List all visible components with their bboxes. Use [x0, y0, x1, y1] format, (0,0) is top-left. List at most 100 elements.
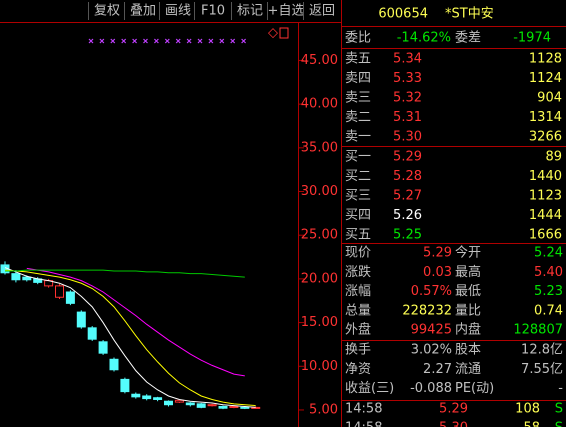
order-label: 买四 — [345, 208, 371, 223]
stat-label: 收益(三) — [345, 381, 394, 396]
stat-label: 涨幅 — [345, 284, 371, 299]
trade-volume: 58 — [523, 421, 540, 427]
order-price: 5.34 — [393, 52, 422, 67]
candle-body — [55, 285, 64, 298]
icon-diamond[interactable]: ◇ — [268, 26, 278, 41]
y-tick-label: 35.00 — [301, 140, 338, 155]
stat-value: 5.40 — [534, 265, 563, 280]
order-price: 5.25 — [393, 228, 422, 243]
order-volume: 1128 — [529, 52, 562, 67]
order-label: 买三 — [345, 189, 371, 204]
order-price: 5.32 — [393, 91, 422, 106]
candle-body — [251, 406, 261, 409]
marker-cross — [219, 38, 225, 44]
order-volume: 89 — [545, 150, 562, 165]
order-volume: 1440 — [529, 169, 562, 184]
marker-cross — [186, 38, 192, 44]
marker-cross — [197, 38, 203, 44]
y-tick-label: 20.00 — [301, 271, 338, 286]
label: 委差 — [455, 31, 481, 46]
stat-value: 5.23 — [534, 284, 563, 299]
stat-label: PE(动) — [455, 381, 494, 396]
order-label: 卖二 — [345, 110, 371, 125]
order-label: 买一 — [345, 150, 371, 165]
moving-average — [4, 269, 256, 407]
marker-cross — [153, 38, 159, 44]
candle-body — [185, 402, 195, 406]
marker-cross — [208, 38, 214, 44]
toolbar-button[interactable]: 画线 — [165, 4, 191, 19]
stat-value: 5.24 — [534, 246, 563, 261]
stat-label: 流通 — [455, 362, 481, 377]
candle-body — [196, 403, 206, 408]
stat-label: 总量 — [345, 303, 371, 318]
stat-value: -0.088 — [410, 381, 452, 396]
stat-value: 0.03 — [423, 265, 452, 280]
toolbar-button[interactable]: 标记 — [237, 4, 263, 19]
order-price: 5.27 — [393, 189, 422, 204]
order-volume: 1666 — [529, 228, 562, 243]
stat-value: 0.74 — [534, 303, 563, 318]
marker-cross — [143, 38, 148, 44]
stat-label: 内盘 — [455, 322, 481, 338]
moving-average — [4, 267, 256, 408]
candle-body — [98, 341, 108, 354]
marker-cross — [230, 38, 236, 44]
icon-window[interactable] — [279, 27, 289, 39]
trade-price: 5.29 — [439, 402, 468, 417]
order-price: 5.28 — [393, 169, 422, 184]
stock-name: *ST中安 — [445, 7, 494, 22]
y-tick-label: 25.00 — [301, 228, 338, 243]
stat-value: 12.8亿 — [521, 343, 563, 358]
order-price: 5.31 — [393, 110, 422, 125]
candle-body — [218, 405, 228, 409]
trade-price: 5.30 — [439, 421, 468, 427]
stat-label: 换手 — [345, 343, 371, 358]
stat-value: 7.55亿 — [521, 362, 563, 377]
order-volume: 1124 — [529, 71, 562, 86]
candle-body — [22, 276, 32, 281]
toolbar-button[interactable]: 复权 — [94, 3, 120, 19]
marker-cross — [175, 38, 181, 44]
candle-body — [142, 395, 152, 400]
marker-cross — [121, 38, 127, 44]
stat-label: 量比 — [455, 303, 481, 318]
order-price: 5.33 — [393, 71, 422, 86]
stat-label: 最低 — [455, 284, 481, 299]
toolbar-button[interactable]: F10 — [201, 4, 225, 19]
stat-value: 99425 — [411, 323, 452, 338]
order-price: 5.29 — [393, 150, 422, 165]
candle-body — [240, 406, 250, 409]
stat-value: 228232 — [402, 303, 452, 318]
candle-body — [131, 393, 141, 398]
stat-value: 2.27 — [423, 362, 452, 377]
marker-cross — [164, 38, 170, 44]
marker-cross — [241, 38, 247, 44]
candle-body — [174, 399, 184, 403]
order-volume: 1123 — [529, 189, 562, 204]
stat-label: 外盘 — [345, 322, 371, 338]
stock-code: 600654 — [378, 7, 428, 22]
order-label: 买五 — [345, 228, 371, 243]
y-tick-label: 10.00 — [301, 359, 338, 374]
y-tick-label: 5.00 — [309, 402, 338, 417]
candle-body — [11, 273, 21, 281]
order-volume: 1314 — [529, 110, 562, 125]
label: 委比 — [345, 31, 371, 46]
candle-body — [153, 397, 163, 400]
trade-side: S — [555, 421, 563, 427]
order-price: 5.30 — [393, 130, 422, 145]
toolbar-button[interactable]: +自选 — [268, 4, 305, 19]
candle-body — [65, 291, 75, 304]
toolbar-button[interactable]: 返回 — [309, 4, 335, 19]
marker-cross — [99, 38, 105, 44]
y-tick-label: 30.00 — [301, 184, 338, 199]
y-tick-label: 45.00 — [301, 53, 338, 68]
stat-value: 128807 — [513, 323, 563, 338]
toolbar-button[interactable]: 叠加 — [130, 4, 156, 19]
candle-body — [120, 378, 130, 393]
order-volume: 3266 — [529, 130, 562, 145]
order-label: 卖三 — [345, 91, 371, 106]
